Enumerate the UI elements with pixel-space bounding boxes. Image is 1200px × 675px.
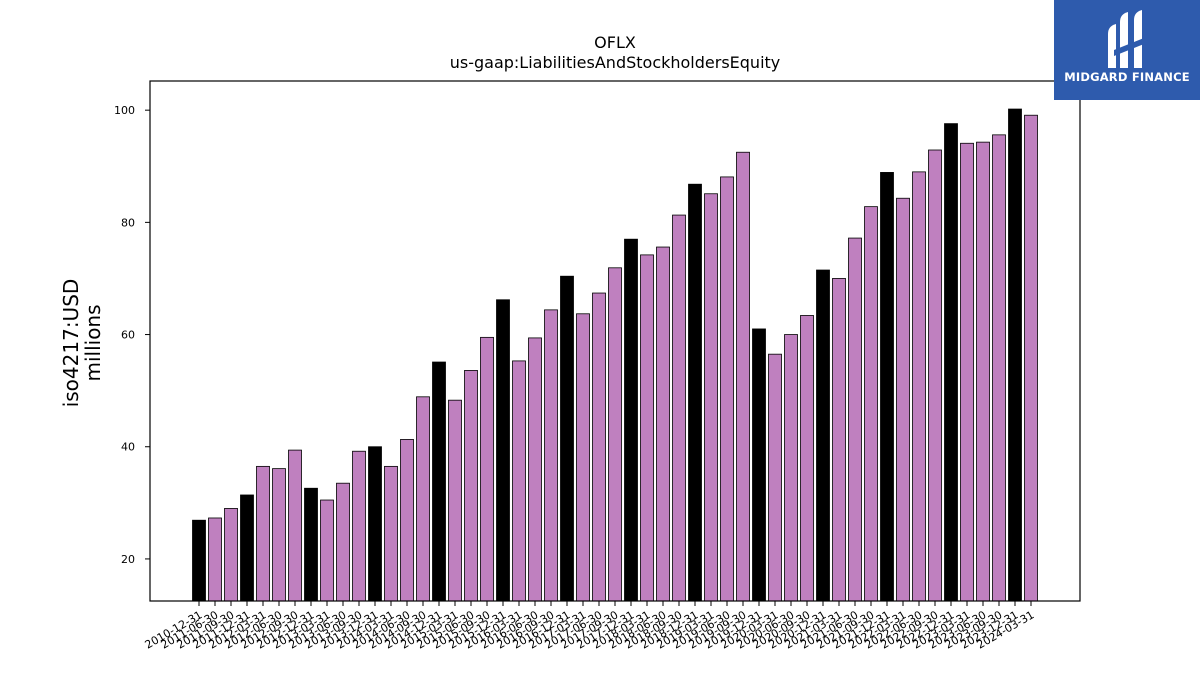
bar-2018-12-31 — [704, 193, 718, 602]
bar-2021-06-30 — [864, 206, 878, 602]
bar-2019-09-30 — [752, 328, 766, 602]
bar-2023-06-30 — [992, 134, 1006, 602]
bar-2012-03-31 — [272, 468, 286, 602]
y-tick-label: 20 — [121, 553, 135, 566]
logo-text: MIDGARD FINANCE — [1064, 70, 1190, 84]
bar-2011-03-31 — [208, 517, 222, 602]
bars-group — [192, 108, 1038, 602]
bar-2022-06-30 — [928, 149, 942, 602]
bar-2018-06-30 — [672, 214, 686, 602]
bar-2014-03-31 — [400, 439, 414, 602]
bar-2013-06-30 — [352, 450, 366, 602]
bar-2018-03-31 — [656, 246, 670, 602]
bar-2017-03-31 — [592, 292, 606, 602]
bar-2011-12-31 — [256, 465, 270, 602]
midgard-finance-logo: MIDGARD FINANCE — [1054, 0, 1200, 100]
chart-subtitle: us-gaap:LiabilitiesAndStockholdersEquity — [450, 53, 781, 72]
x-ticks-group: 2010-12-312011-06-302011-09-302011-12-31… — [143, 601, 1037, 652]
y-tick-label: 60 — [121, 329, 135, 342]
y-axis-label-line1: iso4217:USD — [59, 279, 83, 408]
bar-2021-09-30 — [880, 172, 894, 602]
bar-2021-03-31 — [848, 237, 862, 602]
bar-2015-09-30 — [496, 299, 510, 602]
bar-2010-12-31 — [192, 519, 206, 602]
bar-2022-12-31 — [960, 142, 974, 602]
bar-2015-03-31 — [464, 370, 478, 602]
bar-2018-09-30 — [688, 183, 702, 602]
bar-2016-03-31 — [528, 337, 542, 602]
bar-2014-06-30 — [416, 396, 430, 602]
bar-2021-12-31 — [896, 197, 910, 602]
bar-2023-09-30 — [1008, 108, 1022, 602]
bar-2013-12-31 — [384, 465, 398, 602]
y-tick-label: 80 — [121, 216, 135, 229]
y-axis-label-line2: millions — [81, 304, 105, 381]
bar-2013-09-30 — [368, 446, 382, 602]
bar-2019-12-31 — [768, 353, 782, 602]
bar-2011-06-30 — [224, 508, 238, 602]
bar-2016-09-30 — [560, 275, 574, 602]
bar-2023-03-31 — [976, 141, 990, 602]
chart-title: OFLX — [594, 33, 636, 52]
bar-2023-12-31 — [1024, 114, 1038, 602]
bar-2020-09-30 — [816, 269, 830, 602]
bar-2013-03-31 — [336, 482, 350, 602]
bar-2012-06-30 — [288, 449, 302, 602]
bar-2016-12-31 — [576, 313, 590, 602]
bar-2020-06-30 — [800, 315, 814, 602]
y-tick-label: 100 — [114, 104, 135, 117]
bar-2014-09-30 — [432, 361, 446, 602]
bar-2019-06-30 — [736, 151, 750, 602]
bar-2015-12-31 — [512, 360, 526, 602]
bar-2012-12-31 — [320, 499, 334, 602]
y-ticks-group: 20 40 60 80 100 — [114, 104, 150, 566]
bar-2015-06-30 — [480, 336, 494, 602]
bar-2016-06-30 — [544, 309, 558, 602]
bar-2022-09-30 — [944, 123, 958, 602]
bar-2011-09-30 — [240, 494, 254, 602]
midgard-logo-icon — [1108, 10, 1144, 68]
bar-2017-12-31 — [640, 254, 654, 602]
bar-2017-06-30 — [608, 267, 622, 602]
bar-2014-12-31 — [448, 399, 462, 602]
plot-frame — [149, 80, 1081, 602]
bar-2012-09-30 — [304, 487, 318, 602]
y-tick-label: 40 — [121, 441, 135, 454]
bar-2020-12-31 — [832, 278, 846, 602]
bar-2020-03-31 — [784, 334, 798, 602]
bar-2017-09-30 — [624, 238, 638, 602]
bar-2022-03-31 — [912, 171, 926, 602]
bar-2019-03-31 — [720, 176, 734, 602]
